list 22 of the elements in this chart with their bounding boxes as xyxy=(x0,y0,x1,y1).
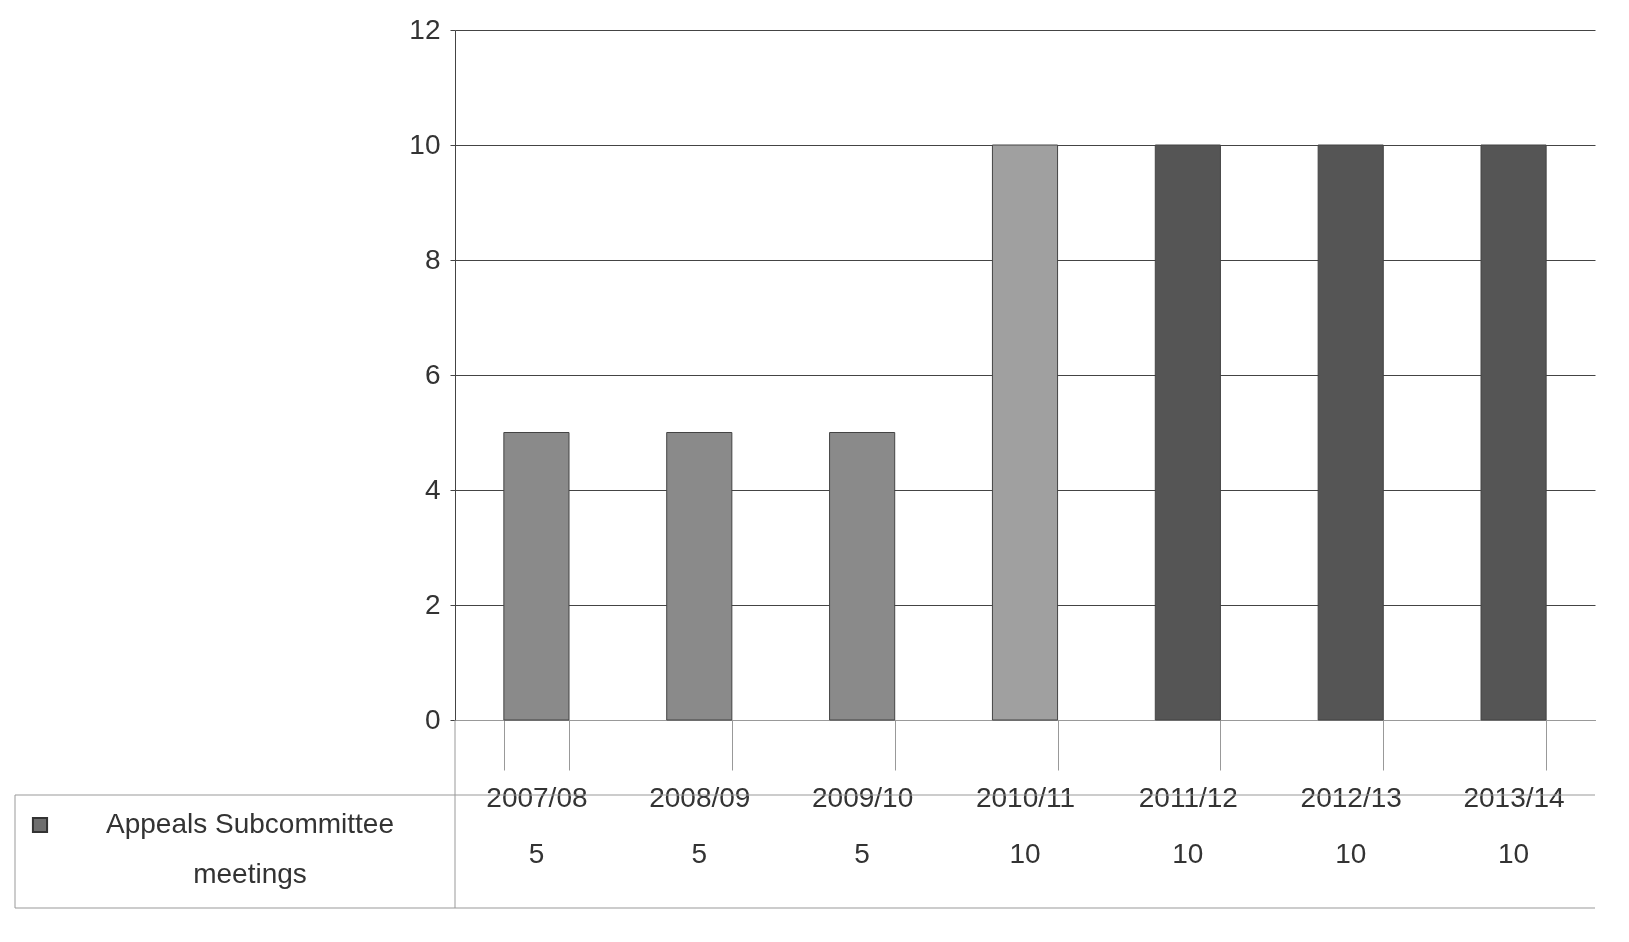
data-label: 5 xyxy=(854,838,870,869)
x-tick-label: 2011/12 xyxy=(1138,781,1238,813)
y-tick-label: 4 xyxy=(424,473,441,505)
y-tick-label: 8 xyxy=(424,243,441,275)
y-tick-label: 0 xyxy=(424,703,441,735)
x-tick-label: 2008/09 xyxy=(649,781,751,813)
x-tick-label: 2007/08 xyxy=(486,781,588,813)
text: Appeals Subcommittee meetings xyxy=(106,808,394,889)
y-tick-label: 2 xyxy=(424,588,441,620)
data-label: 10 xyxy=(1172,838,1204,869)
x-tick-label: 2012/13 xyxy=(1300,781,1402,813)
data-label: 10 xyxy=(1497,838,1530,869)
y-tick-label: 12 xyxy=(409,13,441,45)
x-tick-label: 2009/10 xyxy=(812,781,914,813)
y-tick-label: 10 xyxy=(409,128,441,160)
data-label: 5 xyxy=(528,838,545,869)
data-label: 10 xyxy=(1009,838,1041,869)
data-label: 10 xyxy=(1335,838,1367,869)
x-tick-label: 2010/11 xyxy=(975,781,1076,813)
data-label: 5 xyxy=(691,838,708,869)
x-tick-label: 2013/14 xyxy=(1463,781,1565,813)
y-tick-label: 6 xyxy=(424,358,441,390)
